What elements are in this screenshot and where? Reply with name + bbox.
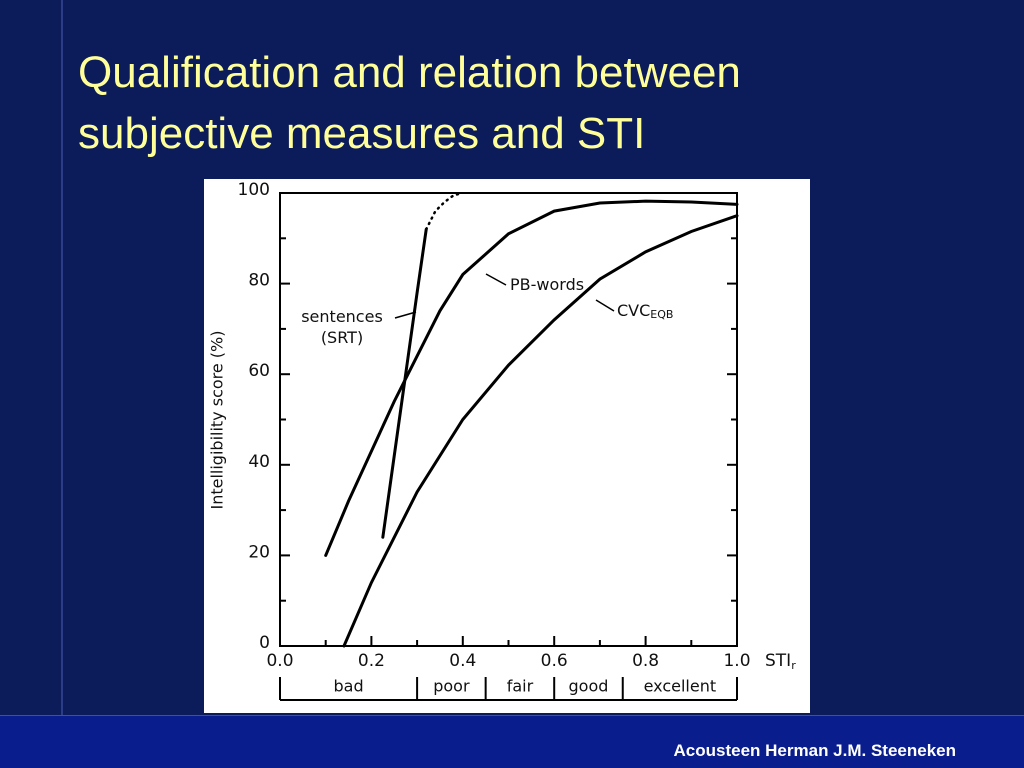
y-axis-label: Intelligibility score (%) bbox=[208, 331, 227, 510]
series-annotation: CVCEQB bbox=[617, 301, 673, 322]
y-tick-label: 100 bbox=[238, 180, 270, 200]
y-tick-label: 60 bbox=[248, 361, 270, 381]
series-annotation-sub: EQB bbox=[650, 308, 673, 321]
divider bbox=[61, 0, 63, 715]
band-label: excellent bbox=[644, 677, 717, 696]
series-line bbox=[342, 214, 739, 648]
x-tick-label: 0.6 bbox=[541, 651, 568, 671]
x-tick-label: 0.0 bbox=[266, 651, 293, 671]
series-line bbox=[324, 199, 739, 557]
y-tick-label: 40 bbox=[248, 452, 270, 472]
chart-background bbox=[204, 179, 810, 713]
footer-bar bbox=[0, 715, 1024, 768]
series-annotation-name: PB-words bbox=[510, 275, 584, 294]
x-axis-label-sub: r bbox=[791, 659, 796, 672]
x-axis-label: STIr bbox=[765, 651, 796, 672]
series-annotation: sentences (SRT) bbox=[301, 307, 383, 347]
series-annotation-name: CVC bbox=[617, 301, 650, 320]
band-label: bad bbox=[333, 677, 363, 696]
x-tick-label: 0.4 bbox=[449, 651, 476, 671]
series-annotation: PB-words bbox=[510, 275, 584, 294]
band-label: good bbox=[569, 677, 609, 696]
annotation-leader bbox=[595, 299, 615, 312]
footer-text: Acousteen Herman J.M. Steeneken bbox=[673, 741, 956, 760]
y-tick-label: 20 bbox=[248, 542, 270, 562]
x-axis-label-main: STI bbox=[765, 651, 791, 671]
y-tick-label: 80 bbox=[248, 271, 270, 291]
band-label: poor bbox=[433, 677, 470, 696]
x-tick-label: 0.2 bbox=[358, 651, 385, 671]
series-line bbox=[381, 227, 428, 539]
annotation-leader bbox=[394, 311, 417, 319]
series-line-dotted bbox=[424, 191, 465, 231]
annotation-leader bbox=[485, 273, 507, 286]
band-label: fair bbox=[507, 677, 534, 696]
slide-title: Qualification and relation between subje… bbox=[78, 48, 741, 158]
x-tick-label: 0.8 bbox=[632, 651, 659, 671]
x-tick-label: 1.0 bbox=[723, 651, 750, 671]
y-tick-label: 0 bbox=[259, 633, 270, 653]
